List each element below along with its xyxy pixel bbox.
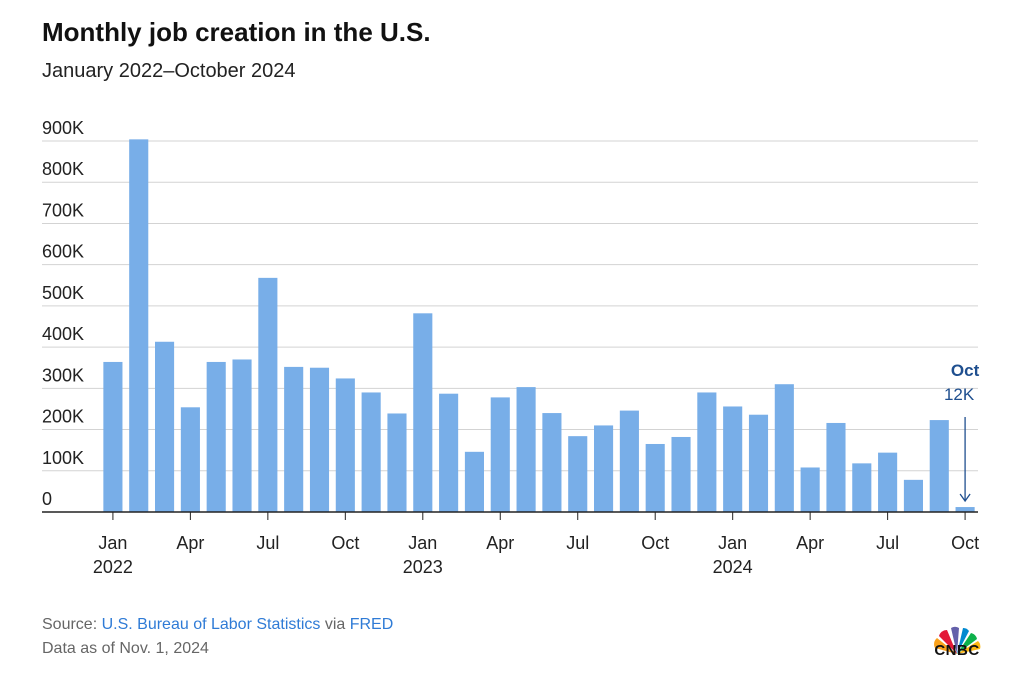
x-year-label: 2022 [93,557,133,577]
x-tick-label: Oct [641,533,669,553]
annotation-month: Oct [951,361,980,380]
bar [878,452,898,512]
source-via: via [320,616,350,633]
bar [748,414,769,512]
x-year-label: 2024 [713,557,753,577]
bar [129,139,149,512]
y-tick-label: 600K [42,242,84,262]
bar [800,467,820,512]
bar [929,420,949,512]
bar [464,451,484,512]
bar [594,425,614,512]
bar [180,407,200,512]
x-tick-label: Jul [876,533,899,553]
x-year-label: 2023 [403,557,443,577]
bar [697,392,717,512]
bar [103,361,123,512]
cnbc-logo-text: CNBC [934,642,980,659]
chart-title: Monthly job creation in the U.S. [42,17,431,47]
bar-chart: 0 100K 200K 300K 400K 500K 600K 700K 800K 900K Jan… [42,118,980,577]
bar [568,436,588,512]
y-tick-label: 100K [42,448,84,468]
y-tick-label: 900K [42,118,84,138]
bar [439,393,459,512]
bar [387,413,407,512]
source-link-bls[interactable]: U.S. Bureau of Labor Statistics [101,616,321,633]
x-tick-label: Jan [98,533,127,553]
bar [516,387,536,512]
x-tick-label: Oct [331,533,359,553]
source-link-fred[interactable]: FRED [349,616,394,633]
bar [852,463,872,512]
x-tick-label: Apr [796,533,824,553]
y-tick-label: 300K [42,365,84,385]
bar [309,367,330,512]
x-tick-label: Apr [486,533,514,553]
bar [619,410,639,512]
x-tick-label: Jul [566,533,589,553]
y-tick-label: 0 [42,489,52,509]
source-prefix: Source: [42,616,102,633]
bar [413,313,433,512]
bar [284,366,304,512]
y-tick-label: 200K [42,407,84,427]
x-tick-label: Jan [718,533,747,553]
bar [542,413,562,512]
bar [335,378,355,512]
annotation-arrow-head [959,493,971,503]
annotation-value: 12K [944,385,975,404]
chart-subtitle: January 2022–October 2024 [42,60,296,82]
bar [774,384,794,512]
bar [671,436,691,512]
bar [955,507,975,512]
cnbc-peacock-icon [934,626,981,654]
bar [490,397,510,512]
bar [155,341,175,512]
y-tick-label: 400K [42,324,84,344]
bar [903,479,923,512]
bar [258,277,278,512]
x-tick-label: Apr [176,533,204,553]
y-tick-label: 800K [42,159,84,179]
x-tick-label: Jul [256,533,279,553]
y-tick-label: 500K [42,283,84,303]
x-tick-label: Oct [951,533,979,553]
y-tick-label: 700K [42,200,84,220]
source-line: Source: U.S. Bureau of Labor Statistics … [42,616,393,634]
bar [723,406,743,512]
x-tick-label: Jan [408,533,437,553]
bar [645,443,665,512]
bar [232,359,252,512]
bar [206,361,226,512]
bar [361,392,381,512]
bar [826,422,846,512]
data-as-of: Data as of Nov. 1, 2024 [42,640,209,657]
